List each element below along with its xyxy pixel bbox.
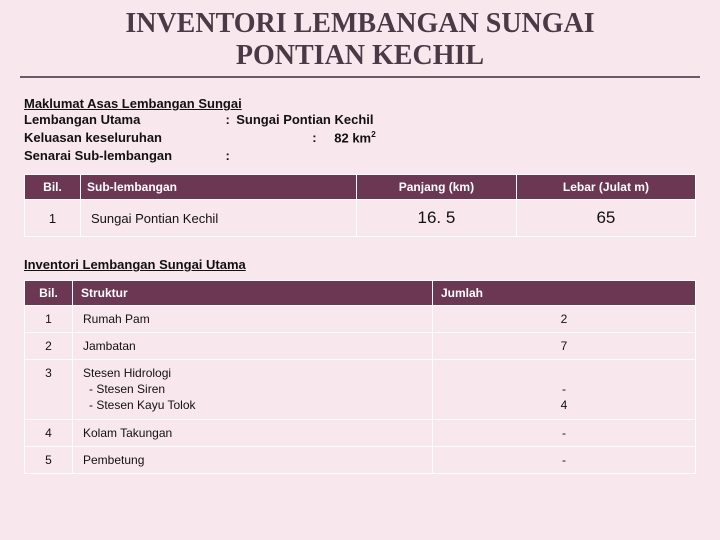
- colon-icon: :: [223, 129, 331, 147]
- cell-bil: 5: [25, 447, 73, 474]
- col-panjang: Panjang (km): [357, 175, 517, 200]
- table-row: 4 Kolam Takungan -: [25, 420, 696, 447]
- cell-bil: 3: [25, 360, 73, 420]
- col-bil: Bil.: [25, 175, 81, 200]
- title-line-2: PONTIAN KECHIL: [236, 40, 484, 71]
- info-row: Senarai Sub-lembangan :: [24, 147, 696, 165]
- cell-bil: 1: [25, 200, 81, 237]
- jumlah-line: 4: [561, 398, 568, 412]
- col-jumlah: Jumlah: [433, 281, 696, 306]
- info-row: Keluasan keseluruhan : 82 km2: [24, 129, 696, 147]
- table-row: 5 Pembetung -: [25, 447, 696, 474]
- table-row: 1 Rumah Pam 2: [25, 306, 696, 333]
- info-value: Sungai Pontian Kechil: [236, 111, 373, 129]
- table-row: 3 Stesen Hidrologi - Stesen Siren - Stes…: [25, 360, 696, 420]
- info-block: Lembangan Utama : Sungai Pontian Kechil …: [24, 111, 696, 164]
- sub-lembangan-table: Bil. Sub-lembangan Panjang (km) Lebar (J…: [24, 174, 696, 237]
- table-row: 2 Jambatan 7: [25, 333, 696, 360]
- cell-jumlah: 2: [433, 306, 696, 333]
- table-header-row: Bil. Sub-lembangan Panjang (km) Lebar (J…: [25, 175, 696, 200]
- col-sub: Sub-lembangan: [81, 175, 357, 200]
- cell-jumlah: -: [433, 447, 696, 474]
- cell-lebar: 65: [516, 200, 695, 237]
- struktur-sub: - Stesen Siren: [83, 382, 422, 398]
- jumlah-line: -: [562, 382, 566, 396]
- struktur-sub: - Stesen Kayu Tolok: [83, 398, 422, 414]
- col-bil: Bil.: [25, 281, 73, 306]
- struktur-table: Bil. Struktur Jumlah 1 Rumah Pam 2 2 Jam…: [24, 280, 696, 474]
- table-row: 1 Sungai Pontian Kechil 16. 5 65: [25, 200, 696, 237]
- cell-bil: 1: [25, 306, 73, 333]
- title-block: INVENTORI LEMBANGAN SUNGAI PONTIAN KECHI…: [0, 0, 720, 76]
- colon-icon: :: [223, 111, 233, 129]
- title-line-1: INVENTORI LEMBANGAN SUNGAI: [125, 8, 594, 39]
- info-value: 82 km2: [334, 129, 376, 147]
- cell-struktur: Kolam Takungan: [73, 420, 433, 447]
- info-label: Lembangan Utama: [24, 111, 219, 129]
- section1-heading: Maklumat Asas Lembangan Sungai: [24, 96, 696, 111]
- colon-icon: :: [223, 147, 233, 165]
- cell-struktur: Rumah Pam: [73, 306, 433, 333]
- page-title: INVENTORI LEMBANGAN SUNGAI PONTIAN KECHI…: [101, 8, 618, 76]
- cell-bil: 4: [25, 420, 73, 447]
- cell-jumlah: -: [433, 420, 696, 447]
- cell-sub: Sungai Pontian Kechil: [81, 200, 357, 237]
- cell-panjang: 16. 5: [357, 200, 517, 237]
- section2-heading: Inventori Lembangan Sungai Utama: [24, 257, 696, 272]
- info-label: Senarai Sub-lembangan: [24, 147, 219, 165]
- col-struktur: Struktur: [73, 281, 433, 306]
- table-header-row: Bil. Struktur Jumlah: [25, 281, 696, 306]
- info-row: Lembangan Utama : Sungai Pontian Kechil: [24, 111, 696, 129]
- col-lebar: Lebar (Julat m): [516, 175, 695, 200]
- cell-jumlah: 7: [433, 333, 696, 360]
- struktur-main: Stesen Hidrologi: [83, 366, 171, 380]
- cell-bil: 2: [25, 333, 73, 360]
- content: Maklumat Asas Lembangan Sungai Lembangan…: [0, 78, 720, 474]
- cell-struktur: Pembetung: [73, 447, 433, 474]
- cell-struktur: Stesen Hidrologi - Stesen Siren - Stesen…: [73, 360, 433, 420]
- cell-struktur: Jambatan: [73, 333, 433, 360]
- cell-jumlah: - 4: [433, 360, 696, 420]
- info-label: Keluasan keseluruhan: [24, 129, 219, 147]
